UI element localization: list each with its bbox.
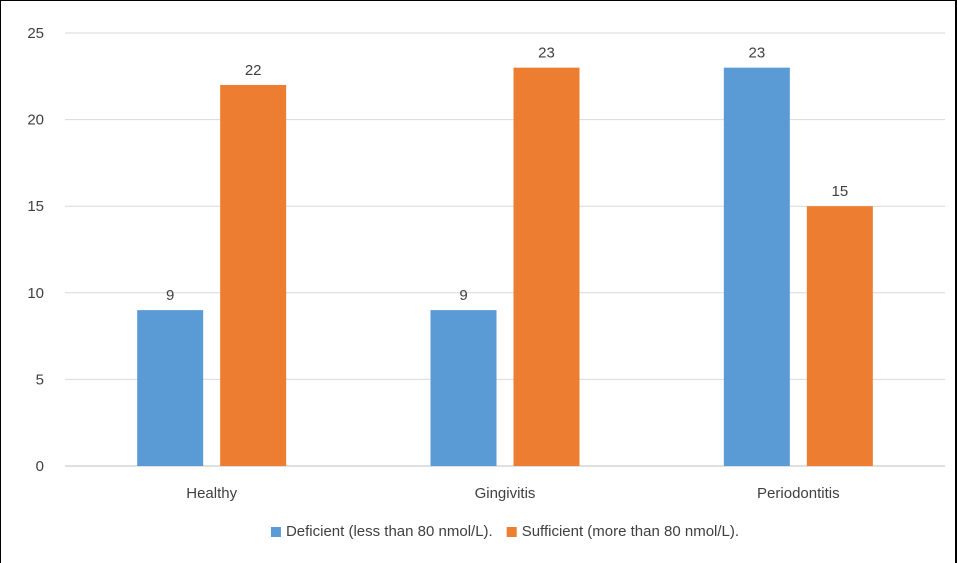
bar-gingivitis-series-1 [430, 310, 497, 466]
x-axis-categories: Healthy Gingivitis Periodontitis [186, 485, 839, 502]
bar-periodontitis-series-1 [723, 67, 790, 466]
data-label: 9 [166, 287, 174, 304]
y-tick-label: 10 [27, 285, 44, 302]
category-label: Gingivitis [475, 485, 536, 502]
y-axis-ticks: 0 5 10 15 20 25 [27, 25, 44, 475]
data-label: 23 [538, 45, 555, 62]
legend-swatch-2 [506, 527, 517, 537]
category-label: Periodontitis [757, 485, 840, 502]
y-tick-label: 20 [27, 112, 44, 129]
gridlines [65, 32, 945, 467]
data-labels: 9 22 9 23 23 15 [166, 45, 848, 304]
data-label: 23 [748, 45, 765, 62]
data-label: 9 [459, 287, 467, 304]
y-tick-label: 5 [36, 371, 44, 388]
bars [137, 67, 873, 467]
legend-label-2: Sufficient (more than 80 nmol/L). [522, 523, 739, 540]
data-label: 22 [245, 62, 262, 79]
y-tick-label: 0 [36, 458, 44, 475]
bar-healthy-series-2 [220, 84, 287, 467]
legend-label-1: Deficient (less than 80 nmol/L). [286, 523, 493, 540]
bar-healthy-series-1 [137, 310, 204, 466]
legend-swatch-1 [270, 527, 281, 537]
y-tick-label: 25 [27, 25, 44, 42]
legend: Deficient (less than 80 nmol/L). Sufficie… [270, 523, 739, 540]
y-tick-label: 15 [27, 198, 44, 215]
category-label: Healthy [186, 485, 237, 502]
bar-gingivitis-series-2 [513, 67, 580, 466]
bar-periodontitis-series-2 [806, 206, 873, 466]
data-label: 15 [831, 183, 848, 200]
